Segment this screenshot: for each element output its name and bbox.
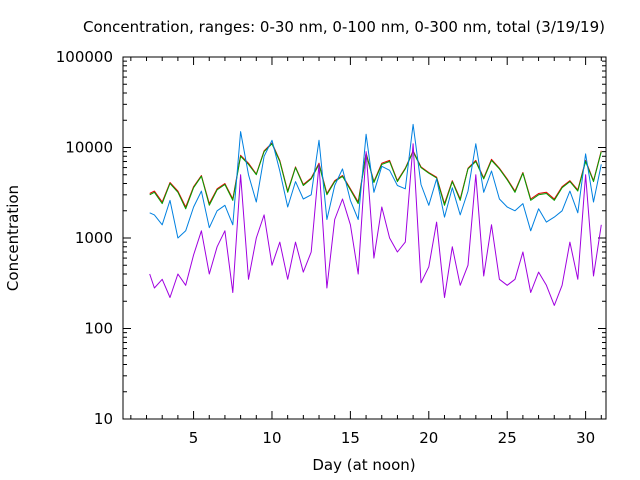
y-axis-label: Concentration: [4, 185, 22, 291]
y-tick-label: 10000: [65, 139, 113, 157]
series-line-2: [149, 123, 602, 239]
x-tick-label: 25: [498, 429, 517, 447]
x-tick-label: 5: [189, 429, 199, 447]
x-tick-label: 15: [341, 429, 360, 447]
y-tick-label: 100: [84, 320, 113, 338]
x-tick-label: 30: [576, 429, 595, 447]
x-tick-label: 20: [419, 429, 438, 447]
y-tick-label: 10: [94, 410, 113, 428]
series-line-3: [149, 143, 602, 306]
x-axis: 5 10 15 20 25 30: [130, 57, 602, 447]
chart-title: Concentration, ranges: 0-30 nm, 0-100 nm…: [83, 18, 605, 36]
series-layer: [149, 123, 602, 306]
x-tick-label: 10: [262, 429, 281, 447]
series-line-1: [149, 143, 602, 210]
plot-frame: [122, 56, 607, 420]
y-tick-label: 100000: [56, 48, 113, 66]
series-line-4: [149, 142, 602, 208]
y-axis: 10 100 1000 10000 100000: [56, 48, 606, 428]
y-tick-label: 1000: [75, 229, 113, 247]
x-axis-label: Day (at noon): [312, 456, 415, 474]
